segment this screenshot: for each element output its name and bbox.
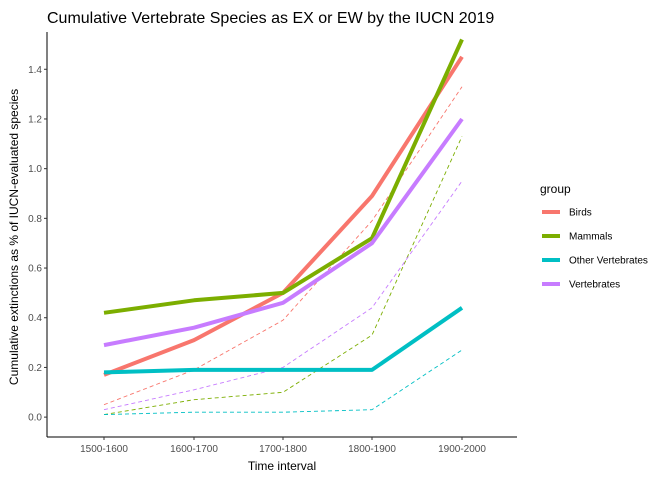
y-tick-label: 1.4 [28, 65, 42, 76]
x-axis-title: Time interval [248, 459, 316, 473]
series-line-vertebrates [103, 117, 464, 348]
x-tick-label: 1900-2000 [438, 444, 486, 455]
y-tick-label: 1.0 [28, 164, 42, 175]
series-line-mammals [103, 38, 464, 315]
legend: group Birds Mammals Other Vertebrates Verte… [540, 182, 648, 291]
dashed-line-mammals [103, 136, 463, 416]
y-tick-label: 0.8 [28, 214, 42, 225]
chart-title: Cumulative Vertebrate Species as EX or E… [47, 10, 494, 27]
series-line-other-vertebrates [103, 306, 464, 375]
legend-label-other-vertebrates: Other Vertebrates [569, 256, 648, 267]
dashed-line-birds [103, 86, 463, 406]
plot-area: 0.0 0.2 0.4 0.6 0.8 1.0 1.2 1.4 1500-1600 1600-17… [28, 32, 517, 455]
y-tick-label: 1.2 [28, 114, 42, 125]
dashed-line-vertebrates [103, 180, 463, 411]
y-axis-title: Cumulative extinctions as % of IUCN-eval… [7, 89, 21, 385]
series-line-birds [103, 55, 464, 377]
legend-label-vertebrates: Vertebrates [569, 280, 620, 291]
x-tick-label: 1500-1600 [80, 444, 128, 455]
y-tick-label: 0.6 [28, 264, 42, 275]
dashed-line-other-vertebrates [103, 349, 463, 416]
x-tick-label: 1800-1900 [348, 444, 396, 455]
y-tick-label: 0.4 [28, 313, 42, 324]
legend-label-birds: Birds [569, 208, 592, 219]
legend-label-mammals: Mammals [569, 232, 612, 243]
x-tick-label: 1700-1800 [259, 444, 307, 455]
y-tick-label: 0.0 [28, 413, 42, 424]
legend-title: group [540, 182, 571, 196]
x-tick-label: 1600-1700 [170, 444, 218, 455]
y-tick-label: 0.2 [28, 363, 42, 374]
